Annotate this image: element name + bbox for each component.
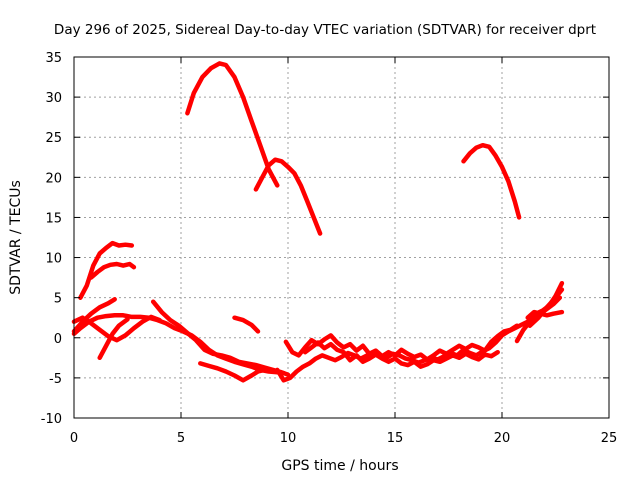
series-line-arc-14 (283, 323, 520, 362)
series-line-arc-15 (302, 340, 500, 369)
x-axis-label: GPS time / hours (281, 458, 398, 474)
y-tick-label: 10 (45, 252, 62, 267)
x-tick-label: 10 (280, 431, 297, 446)
series-line-arc-6 (71, 313, 286, 376)
series-line-arc-3 (461, 142, 522, 220)
y-tick-label: -5 (49, 372, 62, 387)
y-tick-label: 35 (45, 51, 62, 66)
y-tick-label: 15 (45, 211, 62, 226)
axis-ticks: 0 5 10 15 20 25 -10 -5 0 5 10 15 20 25 30 35 (41, 51, 618, 446)
series-line-arc-18 (527, 287, 565, 328)
series-line-arc-10 (150, 299, 291, 377)
x-tick-label: 15 (387, 431, 404, 446)
data-series (71, 61, 565, 383)
x-tick-label: 20 (494, 431, 511, 446)
chart-title: Day 296 of 2025, Sidereal Day-to-day VTE… (54, 22, 596, 38)
series-line-arc-1 (185, 61, 280, 188)
series-line-arc-8 (71, 297, 117, 334)
x-tick-label: 25 (601, 431, 618, 446)
series-line-arc-5 (88, 261, 137, 280)
x-tick-label: 0 (70, 431, 78, 446)
y-tick-label: 5 (54, 292, 62, 307)
series-line-arc-12 (232, 315, 261, 334)
y-axis-label: SDTVAR / TECUs (8, 180, 24, 295)
x-tick-label: 5 (177, 431, 185, 446)
y-tick-label: 25 (45, 131, 62, 146)
grid-lines (74, 57, 609, 418)
y-tick-label: 30 (45, 91, 62, 106)
y-tick-label: 0 (54, 332, 62, 347)
plot-frame (73, 56, 610, 419)
series-line-arc-2 (253, 157, 323, 236)
series-line-arc-11 (198, 361, 267, 383)
series-line-arc-9 (97, 317, 130, 361)
series-line-arc-7 (71, 314, 162, 343)
y-tick-label: 20 (45, 171, 62, 186)
y-tick-label: -10 (41, 412, 62, 427)
series-line-arc-4 (78, 240, 135, 300)
